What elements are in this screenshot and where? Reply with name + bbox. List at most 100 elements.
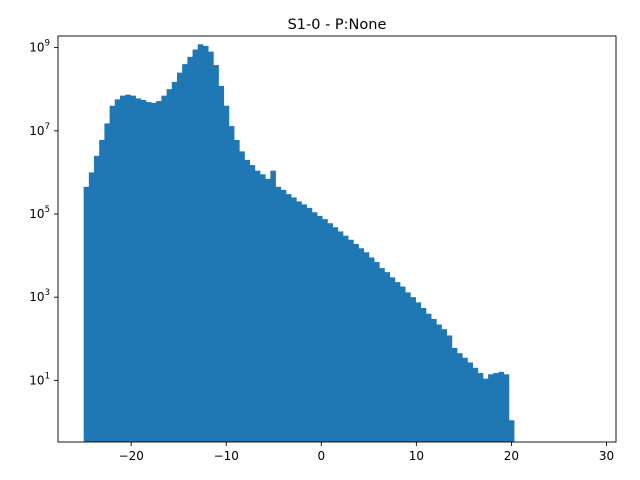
histogram-bar — [425, 313, 432, 442]
histogram-bar — [431, 318, 437, 442]
histogram-bar — [182, 64, 188, 443]
histogram-bar — [477, 373, 484, 442]
x-tick-label: −20 — [119, 449, 144, 463]
histogram-bar — [280, 189, 287, 442]
histogram-bar — [467, 362, 473, 442]
y-tick-label: 103 — [29, 288, 50, 304]
histogram-bar — [244, 159, 250, 442]
histogram-bar — [420, 307, 427, 442]
histogram-bar — [234, 140, 240, 442]
histogram-bar — [472, 367, 479, 442]
x-tick-label: 20 — [504, 449, 519, 463]
histogram-bar — [254, 170, 261, 443]
histogram-bar — [337, 231, 344, 442]
histogram-bar — [415, 302, 422, 442]
histogram-bar — [441, 329, 448, 442]
histogram-bar — [358, 248, 365, 442]
histogram-bar — [384, 272, 390, 442]
histogram-bar — [125, 94, 131, 442]
histogram-bar — [161, 95, 168, 442]
histogram-bar — [270, 170, 276, 443]
histogram-bar — [213, 65, 219, 442]
histogram-bar — [498, 371, 505, 442]
histogram-bar — [151, 102, 157, 442]
histogram-bar — [88, 172, 95, 442]
histogram-bar — [301, 204, 308, 442]
histogram-bar — [208, 51, 214, 442]
histogram-bar — [327, 223, 333, 442]
y-tick-label: 101 — [29, 371, 50, 387]
histogram-bar — [135, 98, 142, 443]
histogram-bar — [332, 227, 339, 442]
histogram-bar — [83, 186, 90, 442]
histogram-bar — [410, 297, 416, 442]
histogram-bar — [353, 243, 359, 442]
x-tick-label: 0 — [317, 449, 325, 463]
histogram-bar — [508, 420, 515, 442]
histogram-bar — [322, 219, 328, 442]
histogram-bar — [99, 140, 105, 442]
histogram-bar — [399, 286, 406, 442]
histogram-bar — [187, 56, 193, 442]
histogram-bar — [166, 89, 173, 442]
histogram-bar — [249, 165, 256, 442]
histogram-bars — [83, 44, 515, 443]
histogram-bar — [368, 257, 375, 442]
histogram-bar — [503, 374, 510, 442]
histogram-bar — [104, 123, 110, 442]
histogram-bar — [265, 178, 271, 442]
histogram-bar — [363, 252, 370, 442]
histogram-bar — [259, 174, 266, 443]
histogram-bar — [493, 373, 499, 442]
histogram-bar — [140, 99, 147, 443]
histogram-bar — [482, 378, 489, 442]
histogram-bar — [291, 197, 297, 442]
histogram-bar — [192, 49, 199, 442]
histogram-bar — [197, 44, 204, 443]
histogram-bar — [177, 72, 183, 442]
histogram-bar — [228, 126, 235, 443]
histogram-bar — [456, 353, 463, 442]
y-tick-label: 109 — [29, 39, 50, 55]
histogram-bar — [296, 201, 302, 442]
histogram-bar — [94, 155, 100, 442]
histogram-bar — [374, 262, 380, 442]
histogram-bar — [436, 324, 442, 442]
x-tick-label: −10 — [214, 449, 239, 463]
histogram-bar — [130, 95, 136, 442]
histogram-bar — [342, 235, 349, 442]
histogram-bar — [311, 212, 318, 442]
plot-area-frame — [57, 35, 617, 443]
y-axis-ticks: 101 103 105 107 109 — [29, 39, 58, 387]
histogram-bar — [389, 277, 396, 442]
histogram-bar — [114, 99, 121, 442]
histogram-bar — [462, 357, 468, 442]
histogram-bar — [218, 85, 225, 443]
histogram-bar — [405, 292, 411, 442]
chart-title: S1-0 - P:None — [288, 17, 387, 33]
histogram-bar — [156, 101, 162, 442]
histogram-bar — [202, 45, 209, 443]
x-axis-ticks: −20 −10 0 10 20 30 — [119, 442, 614, 463]
histogram-bar — [446, 335, 453, 442]
histogram-bar — [451, 348, 458, 442]
histogram-bar — [275, 186, 282, 442]
histogram-bar — [306, 207, 313, 442]
histogram-bar — [239, 151, 245, 442]
histogram-bar — [379, 268, 385, 442]
x-tick-label: 30 — [599, 449, 614, 463]
histogram-bar — [119, 95, 126, 442]
y-tick-label: 107 — [29, 122, 50, 138]
histogram-bar — [109, 105, 116, 442]
histogram-bar — [145, 102, 152, 442]
histogram-bar — [316, 215, 323, 442]
y-tick-label: 105 — [29, 205, 50, 221]
histogram-bar — [223, 105, 230, 442]
histogram-bar — [285, 194, 292, 442]
histogram-bar — [348, 239, 354, 442]
histogram-bar — [488, 374, 494, 442]
histogram-bar — [171, 81, 178, 443]
x-tick-label: 10 — [409, 449, 424, 463]
histogram-bar — [394, 282, 401, 442]
